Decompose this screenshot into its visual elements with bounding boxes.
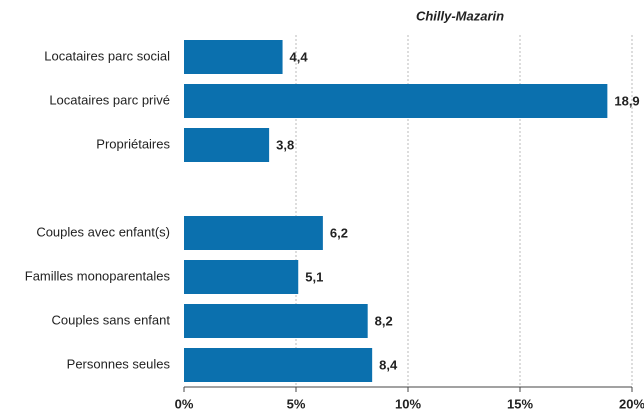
y-tick-label: Familles monoparentales (25, 268, 171, 283)
y-tick-label: Locataires parc privé (49, 92, 170, 107)
y-tick-label: Couples avec enfant(s) (36, 224, 170, 239)
x-tick-label: 0% (175, 396, 194, 411)
x-tick-label: 10% (395, 396, 421, 411)
y-tick-label: Locataires parc social (44, 48, 170, 63)
bar (184, 84, 608, 118)
value-label: 8,2 (375, 313, 393, 328)
bar (184, 304, 368, 338)
value-label: 6,2 (330, 225, 348, 240)
y-tick-label: Couples sans enfant (51, 312, 170, 327)
value-label: 8,4 (379, 357, 398, 372)
value-label: 3,8 (276, 137, 294, 152)
x-tick-label: 5% (287, 396, 306, 411)
chart-title: Chilly-Mazarin (416, 8, 504, 23)
value-label: 4,4 (290, 49, 309, 64)
bar (184, 40, 283, 74)
bar (184, 348, 373, 382)
y-tick-label: Propriétaires (96, 136, 170, 151)
x-tick-label: 20% (619, 396, 644, 411)
value-label: 5,1 (305, 269, 323, 284)
bar (184, 260, 299, 294)
y-tick-label: Personnes seules (67, 356, 171, 371)
bar (184, 128, 270, 162)
value-label: 18,9 (614, 93, 639, 108)
x-tick-label: 15% (507, 396, 533, 411)
bar (184, 216, 323, 250)
